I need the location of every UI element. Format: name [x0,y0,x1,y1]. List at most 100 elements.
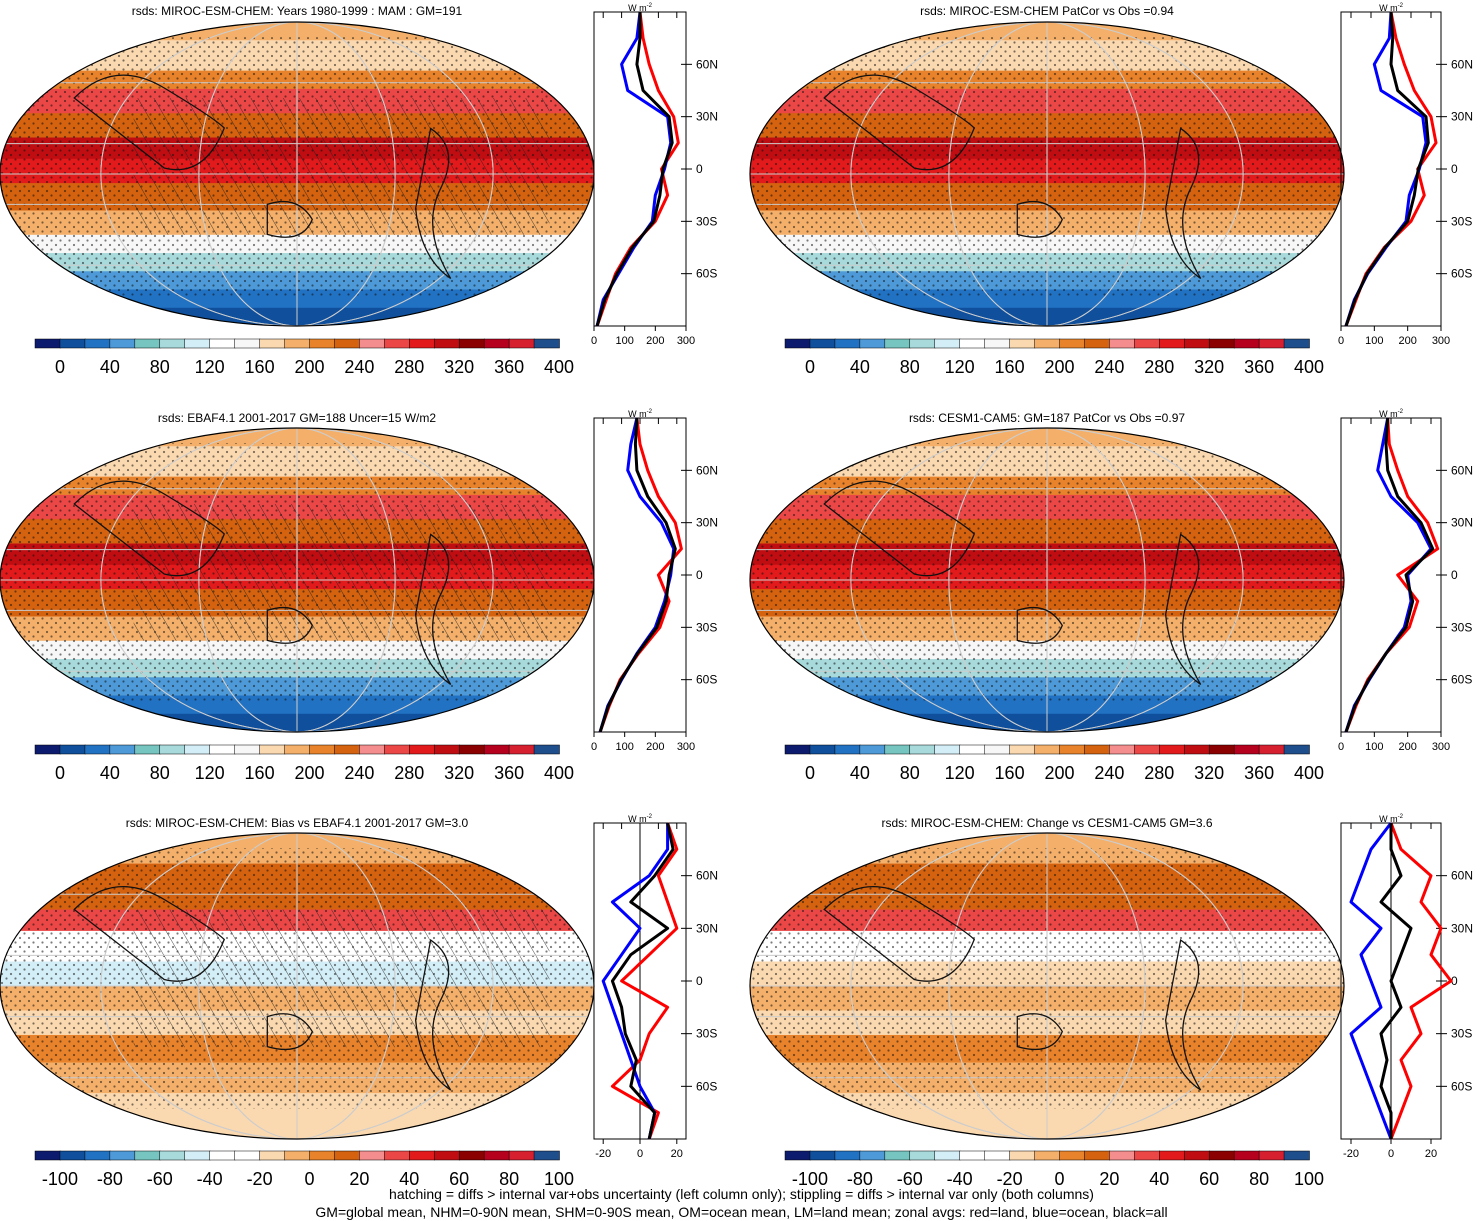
zonal-unit: W m-2 [628,3,652,13]
colorbar-swatch [234,338,261,349]
zonal-x-tick-label: -20 [595,1148,611,1160]
colorbar-swatch [1233,744,1260,755]
zonal-x-tick-label: 20 [671,1148,683,1160]
colorbar-swatch [209,1150,236,1161]
colorbar-label: 40 [850,763,870,783]
zonal-unit: W m-2 [1379,3,1403,13]
colorbar-label: 400 [544,763,574,783]
lat-tick-label: 30S [696,620,717,634]
zonal-series-black [1344,11,1430,327]
zonal-series-black [610,822,675,1140]
map-border [749,832,1345,1140]
zonal-mean-plot: W m-2 60N 30N 0 30S 60S -20 0 20 [593,814,718,1160]
colorbar-swatch [433,1150,460,1161]
zonal-x-tick-label: 0 [1338,335,1344,347]
colorbar-label: 100 [544,1169,574,1189]
zonal-series-black [1344,417,1435,733]
zonal-series-red [1389,822,1453,1140]
colorbar-swatch [483,338,510,349]
colorbar-swatch [984,744,1011,755]
zonal-x-tick-label: 0 [637,1148,643,1160]
lat-tick-label: 60S [1451,1079,1472,1093]
colorbar-swatch [834,338,861,349]
colorbar-swatch [259,1150,286,1161]
zonal-x-tick-label: 0 [1338,741,1344,753]
colorbar-swatch [1084,338,1111,349]
colorbar-swatch [1009,1150,1036,1161]
zonal-series-blue [1344,11,1428,327]
zonal-x-tick-label: 0 [591,741,597,753]
colorbar-swatch [359,338,386,349]
zonal-series-blue [1349,822,1393,1140]
zonal-series-black [595,12,674,327]
colorbar-swatch [934,744,961,755]
colorbar-label: 360 [1244,763,1274,783]
colorbar-swatch [483,744,510,755]
colorbar-swatch [409,338,435,349]
lat-tick-label: 0 [1451,162,1458,176]
colorbar-swatch [959,338,986,349]
lat-tick-label: 0 [696,162,703,176]
colorbar-swatch [134,744,161,755]
colorbar-swatch [834,744,861,755]
colorbar-label: 0 [304,1169,314,1189]
zonal-x-tick-label: 100 [615,335,633,347]
colorbar-label: 280 [394,357,424,377]
zonal-x-tick-label: 20 [1425,1148,1437,1160]
lat-tick-label: 30N [696,516,718,530]
colorbar-swatch [1183,1150,1210,1161]
colorbar-swatch [384,744,411,755]
lat-tick-label: 30N [696,921,718,935]
lat-tick-label: 0 [696,974,703,988]
zonal-mean-plot: W m-2 60N 30N 0 30S 60S 0 100 200 300 [1338,409,1473,753]
colorbar-swatch [1283,744,1310,755]
colorbar-swatch [184,744,211,755]
zonal-x-tick-label: 100 [615,741,633,753]
colorbar-swatch [784,744,811,755]
colorbar-swatch [34,744,61,755]
colorbar-swatch [433,744,460,755]
colorbar-swatch [959,1150,986,1161]
zonal-x-tick-label: 100 [1365,335,1383,347]
colorbar-swatch [884,338,911,349]
zonal-unit: W m-2 [628,814,652,824]
colorbar-swatch [1233,1150,1260,1161]
colorbar-swatch [384,1150,411,1161]
colorbar-swatch [184,1150,211,1161]
colorbar-label: 120 [195,357,225,377]
colorbar-swatch [359,1150,386,1161]
panel-2: rsds: MIROC-ESM-CHEM PatCor vs Obs =0.94… [749,3,1473,377]
panel-4: rsds: CESM1-CAM5: GM=187 PatCor vs Obs =… [749,409,1473,783]
colorbar-label: 80 [150,357,170,377]
colorbar-swatch [284,744,311,755]
colorbar-label: 80 [900,357,920,377]
colorbar-label: 360 [494,357,524,377]
colorbar-swatch [334,1150,361,1161]
colorbar-label: -80 [97,1169,123,1189]
colorbar-swatch [1009,338,1036,349]
lat-tick-label: 30N [696,110,718,124]
colorbar-swatch [458,338,485,349]
colorbar-label: 120 [945,763,975,783]
zonal-x-tick-label: 200 [1398,741,1416,753]
colorbar-label: 0 [805,763,815,783]
colorbar-swatch [1183,744,1210,755]
colorbar-swatch [1134,744,1161,755]
zonal-mean-plot: W m-2 60N 30N 0 30S 60S -20 0 20 [1340,814,1473,1160]
colorbar-swatch [483,1150,510,1161]
colorbar-swatch [884,1150,911,1161]
panel-title: rsds: MIROC-ESM-CHEM: Change vs CESM1-CA… [881,816,1212,830]
colorbar-label: -60 [897,1169,923,1189]
lat-tick-label: 60S [1451,673,1472,687]
colorbar-swatch [134,1150,161,1161]
colorbar-swatch [784,338,811,349]
colorbar-swatch [1283,338,1310,349]
map-border [749,21,1345,327]
colorbar-label: 60 [1199,1169,1219,1189]
lat-tick-label: 60N [696,463,718,477]
colorbar-swatch [809,744,836,755]
colorbar-label: 240 [1094,763,1124,783]
colorbar-label: 320 [1194,357,1224,377]
zonal-x-tick-label: 200 [1398,335,1416,347]
colorbar-swatch [59,1150,86,1161]
